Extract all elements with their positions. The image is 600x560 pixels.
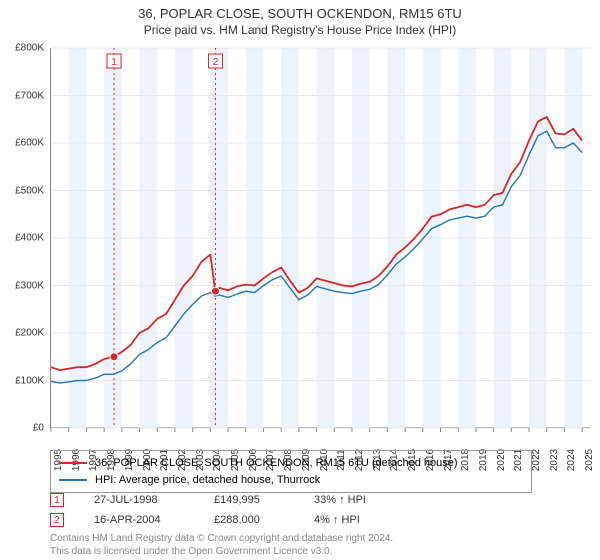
footer-line-1: Contains HM Land Registry data © Crown c… — [50, 532, 393, 545]
legend-swatch — [59, 479, 87, 481]
y-tick-label: £600K — [15, 138, 44, 149]
sale-date: 16-APR-2004 — [94, 514, 214, 526]
legend-item: 36, POPLAR CLOSE, SOUTH OCKENDON, RM15 6… — [59, 455, 523, 472]
sale-pct: 4% ↑ HPI — [314, 514, 404, 526]
sale-price: £149,995 — [214, 494, 314, 506]
sale-pct: 33% ↑ HPI — [314, 494, 404, 506]
y-tick-label: £700K — [15, 90, 44, 101]
sale-marker-number: 1 — [111, 57, 117, 68]
chart-subtitle: Price paid vs. HM Land Registry's House … — [0, 21, 600, 43]
x-tick-label: 2022 — [531, 449, 542, 471]
chart-title: 36, POPLAR CLOSE, SOUTH OCKENDON, RM15 6… — [0, 0, 600, 21]
x-tick-label: 2023 — [549, 449, 560, 471]
y-tick-label: £0 — [33, 423, 44, 434]
x-tick-label: 2025 — [584, 449, 595, 471]
sale-row: 2 16-APR-2004£288,0004% ↑ HPI — [50, 510, 404, 530]
legend-label: HPI: Average price, detached house, Thur… — [95, 472, 320, 489]
y-tick-label: £300K — [15, 280, 44, 291]
x-tick-label: 2024 — [566, 449, 577, 471]
sale-row: 1 27-JUL-1998£149,99533% ↑ HPI — [50, 490, 404, 510]
x-axis: 1995199619971998199920002001200220032004… — [50, 430, 590, 448]
y-tick-label: £800K — [15, 43, 44, 54]
sale-point — [110, 353, 118, 361]
sale-number-box: 2 — [50, 513, 64, 527]
chart-svg: 12 — [51, 48, 590, 427]
sale-point — [211, 287, 219, 295]
footer-line-2: This data is licensed under the Open Gov… — [50, 545, 393, 558]
sale-marker-number: 2 — [213, 57, 219, 68]
sale-number-box: 1 — [50, 493, 64, 507]
legend-label: 36, POPLAR CLOSE, SOUTH OCKENDON, RM15 6… — [95, 455, 458, 472]
footer-text: Contains HM Land Registry data © Crown c… — [50, 532, 393, 558]
y-tick-label: £200K — [15, 328, 44, 339]
sale-date: 27-JUL-1998 — [94, 494, 214, 506]
legend: 36, POPLAR CLOSE, SOUTH OCKENDON, RM15 6… — [50, 450, 532, 493]
sale-price: £288,000 — [214, 514, 314, 526]
sales-table: 1 27-JUL-1998£149,99533% ↑ HPI 2 16-APR-200… — [50, 490, 404, 530]
y-axis: £0£100K£200K£300K£400K£500K£600K£700K£80… — [0, 48, 48, 428]
legend-item: HPI: Average price, detached house, Thur… — [59, 472, 523, 489]
y-tick-label: £100K — [15, 375, 44, 386]
chart-container: 36, POPLAR CLOSE, SOUTH OCKENDON, RM15 6… — [0, 0, 600, 560]
y-tick-label: £500K — [15, 185, 44, 196]
legend-swatch — [59, 462, 87, 464]
plot-area: 12 — [50, 48, 590, 428]
y-tick-label: £400K — [15, 233, 44, 244]
